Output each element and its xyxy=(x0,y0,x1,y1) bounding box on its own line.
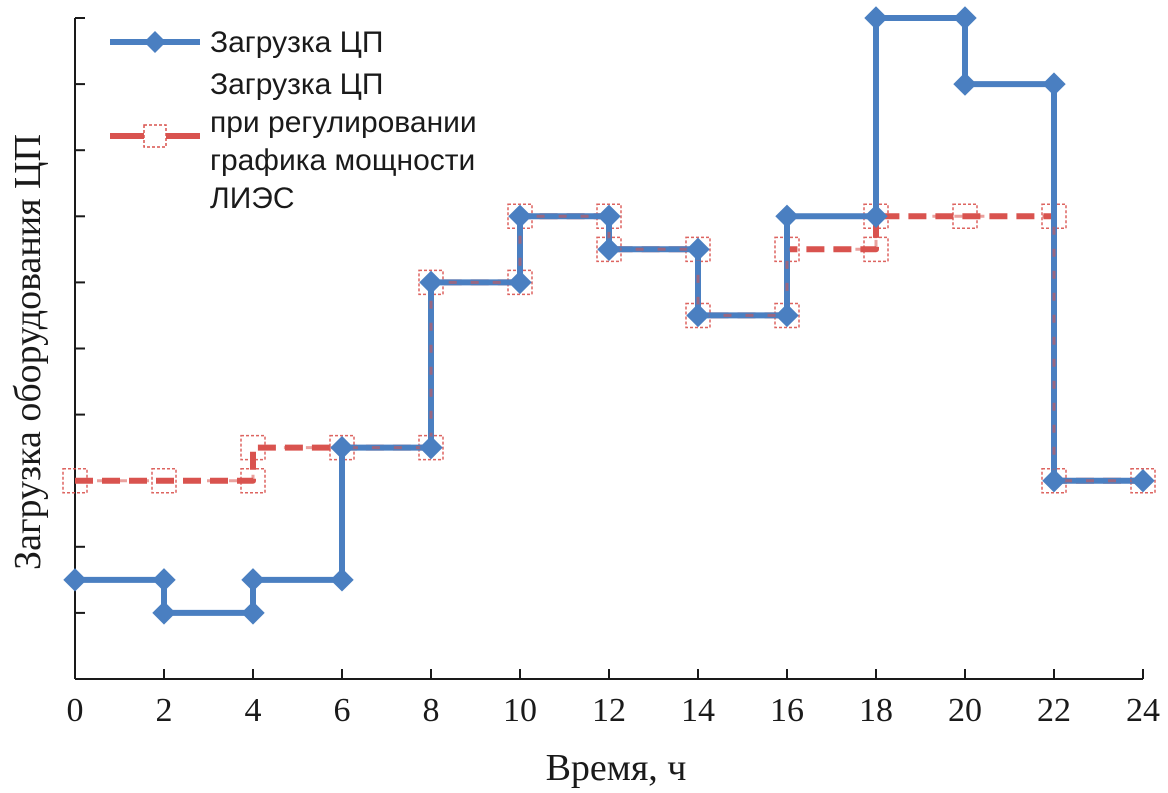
x-tick-label: 12 xyxy=(592,692,626,729)
y-axis-title: Загрузка оборудования ЦП xyxy=(7,134,49,570)
series-marker-blue xyxy=(864,204,888,229)
series-marker-blue xyxy=(241,568,265,592)
series-marker-blue xyxy=(953,72,977,96)
x-tick-label: 20 xyxy=(948,692,982,729)
series-marker-blue xyxy=(686,303,710,328)
series-marker-blue xyxy=(330,435,354,460)
series-marker-blue xyxy=(775,303,799,328)
legend-label-blue: Загрузка ЦП xyxy=(210,26,383,59)
series-marker-blue xyxy=(152,568,176,592)
legend-label-red: при регулировании xyxy=(210,106,477,139)
series-marker-blue xyxy=(152,601,176,625)
x-tick-label: 18 xyxy=(859,692,893,729)
series-blue xyxy=(63,6,1155,625)
legend-label-red: ЛИЭС xyxy=(210,182,294,215)
series-marker-blue xyxy=(597,237,621,262)
series-marker-blue xyxy=(508,270,532,295)
series-marker-red xyxy=(240,467,266,494)
series-marker-blue xyxy=(597,204,621,229)
x-tick-label: 24 xyxy=(1126,692,1160,729)
series-marker-blue xyxy=(953,6,977,30)
series-marker-blue xyxy=(63,568,87,592)
legend-label-red: графика мощности xyxy=(210,144,475,177)
legend: Загрузка ЦП Загрузка ЦП при регулировании г… xyxy=(110,26,477,215)
series-marker-blue xyxy=(419,435,443,460)
x-tick-label: 6 xyxy=(334,692,351,729)
series-marker-blue xyxy=(1042,72,1066,96)
series-marker-blue xyxy=(508,204,532,229)
x-tick-label: 0 xyxy=(67,692,84,729)
x-axis-title: Время, ч xyxy=(546,747,687,789)
series-marker-blue xyxy=(686,237,710,262)
series-line-red-overlay xyxy=(75,214,1143,483)
x-tick-label: 2 xyxy=(156,692,173,729)
x-tick-label: 4 xyxy=(245,692,262,729)
series-marker-blue xyxy=(1131,468,1155,493)
series-marker-blue xyxy=(330,568,354,592)
ticks xyxy=(74,17,1144,680)
legend-label-red: Загрузка ЦП xyxy=(210,68,383,101)
x-tick-label: 14 xyxy=(681,692,715,729)
series-marker-red xyxy=(151,467,177,494)
x-tick-label: 22 xyxy=(1037,692,1071,729)
series-marker-red xyxy=(1130,467,1156,494)
legend-swatch-blue-marker xyxy=(144,31,166,53)
x-tick-labels: 0 2 4 6 8 10 12 14 16 18 20 22 24 xyxy=(67,692,1161,729)
series-marker-blue xyxy=(1042,468,1066,493)
series-marker-blue xyxy=(864,6,888,30)
series-marker-blue xyxy=(775,204,799,229)
series-marker-blue xyxy=(419,270,443,295)
series-marker-red xyxy=(62,467,88,494)
series-marker-red xyxy=(863,236,889,263)
series-marker-blue xyxy=(241,601,265,625)
x-tick-label: 10 xyxy=(503,692,537,729)
x-tick-label: 8 xyxy=(423,692,440,729)
x-tick-label: 16 xyxy=(770,692,804,729)
legend-swatch-red-marker xyxy=(143,124,167,148)
